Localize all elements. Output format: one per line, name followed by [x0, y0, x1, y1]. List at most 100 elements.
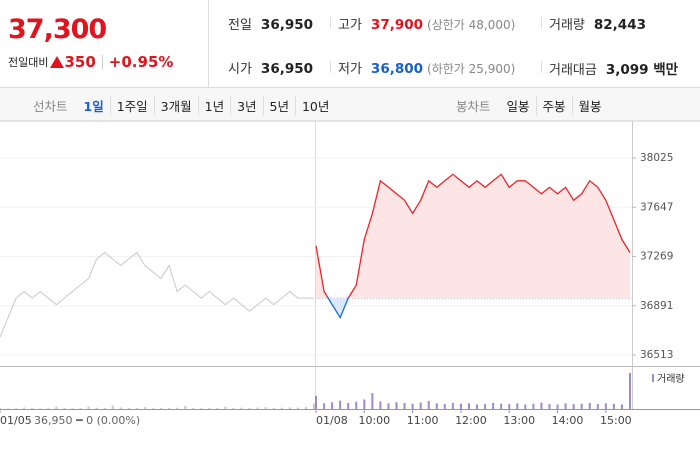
summary-label: 전일 [228, 18, 252, 33]
tab[interactable]: 주봉 [535, 96, 572, 115]
volume-bar [71, 408, 74, 409]
change-percent: +0.95% [108, 53, 174, 71]
summary-cell: 거래대금 3,099 백만 [549, 58, 678, 78]
tab[interactable]: 1일 [83, 99, 104, 114]
volume-bar [629, 373, 631, 409]
x-tick-label: 01/05 [0, 414, 32, 427]
volume-bar [15, 408, 18, 409]
summary-value: 36,950 [260, 61, 314, 77]
volume-bar [280, 407, 283, 409]
volume-bar [111, 405, 114, 409]
volume-bar [524, 404, 527, 409]
volume-bar [240, 407, 243, 409]
tab-group-label: 봉차트 [456, 99, 491, 114]
volume-bar [208, 408, 211, 409]
volume-bar [7, 408, 10, 409]
change-row: 전일대비 350 +0.95% [8, 53, 173, 71]
volume-bar [248, 407, 251, 409]
x-tick-label: 13:00 [503, 414, 535, 427]
summary-note: (하한가 25,900) [427, 62, 516, 76]
volume-bar [435, 403, 438, 409]
volume-bar [143, 407, 146, 409]
volume-bar [224, 406, 227, 409]
volume-bar [119, 407, 122, 409]
x-tick-label: 10:00 [358, 414, 390, 427]
tab[interactable]: 1년 [197, 96, 230, 115]
area-fill [316, 174, 630, 318]
volume-bar [564, 403, 567, 409]
x-tick-label: 11:00 [407, 414, 439, 427]
volume-bar [0, 407, 1, 409]
volume-bar [540, 402, 543, 409]
legend-label: 거래량 [657, 373, 685, 385]
summary-note: (상한가 48,000) [427, 18, 516, 32]
summary-label: 거래대금 [549, 63, 597, 78]
volume-bar [532, 403, 535, 409]
tab-group: 선차트 1일 1주일 3개월 1년 3년 5년 10년 [33, 96, 335, 115]
summary-value: 3,099 백만 [605, 62, 679, 78]
tab[interactable]: 3년 [230, 96, 262, 115]
tab[interactable]: 10년 [294, 96, 335, 115]
x-tick-label: 01/08 [316, 414, 348, 427]
volume-bar [313, 403, 315, 409]
volume-bar [192, 407, 195, 409]
volume-bar [79, 408, 82, 409]
volume-bar [184, 405, 187, 409]
y-tick-label: 38025 [640, 152, 673, 164]
volume-bar [508, 404, 511, 409]
summary-value: 36,950 [260, 17, 314, 33]
current-price: 37,300 [8, 14, 107, 45]
x-tick-label: 14:00 [552, 414, 584, 427]
volume-bar [427, 401, 430, 409]
volume-bar [87, 406, 90, 409]
volume-bar [484, 404, 487, 409]
volume-bar [395, 402, 398, 409]
y-tick-label: 37647 [640, 201, 673, 213]
column-divider [541, 17, 542, 29]
volume-bar [216, 407, 219, 409]
divider [208, 0, 209, 87]
volume-bar [363, 399, 366, 409]
volume-bar [339, 400, 342, 409]
y-tick-label: 36891 [640, 300, 673, 312]
volume-bar [379, 401, 382, 409]
tab[interactable]: 1주일 [109, 96, 154, 115]
column-divider [330, 17, 331, 29]
volume-bar [288, 407, 291, 409]
tab[interactable]: 5년 [262, 96, 295, 115]
volume-bar [580, 403, 583, 409]
tab[interactable]: 월봉 [571, 96, 608, 115]
volume-bar [160, 407, 163, 409]
volume-bar [304, 407, 307, 409]
info-text: 36,950 ━ 0 (0.00%) [34, 414, 140, 427]
summary-value: 37,900 [370, 17, 424, 33]
volume-bar [315, 395, 317, 409]
volume-bar [151, 408, 154, 409]
price-line [315, 173, 631, 320]
summary-cell: 시가 36,950 [228, 58, 313, 77]
volume-bar [459, 403, 462, 409]
tab[interactable]: 일봉 [506, 99, 530, 114]
volume-bar [200, 408, 203, 409]
volume-bar [596, 404, 599, 409]
column-divider [541, 61, 542, 73]
volume-bar [323, 403, 326, 409]
summary-value: 82,443 [593, 17, 646, 33]
volume-bar [620, 404, 623, 409]
volume-bar [387, 403, 390, 409]
volume-bar [451, 402, 454, 409]
volume-bar [371, 393, 374, 409]
volume-bar [548, 404, 551, 409]
price-line [0, 251, 314, 338]
summary-label: 거래량 [549, 18, 585, 33]
volume-bar [516, 403, 519, 409]
chart: 36513 36891 37269 37647 38025 거래량 01/05 01/08 10… [0, 121, 700, 427]
volume-bar [588, 402, 591, 409]
volume-bar [232, 407, 235, 409]
volume-bar [272, 407, 275, 409]
volume-bar [572, 404, 575, 409]
volume-bar [443, 404, 446, 409]
volume-bar [476, 404, 479, 409]
tab[interactable]: 3개월 [153, 96, 198, 115]
quote-header: 37,300 전일대비 350 +0.95% 전일 36,950 고가 37,900(… [0, 0, 700, 88]
